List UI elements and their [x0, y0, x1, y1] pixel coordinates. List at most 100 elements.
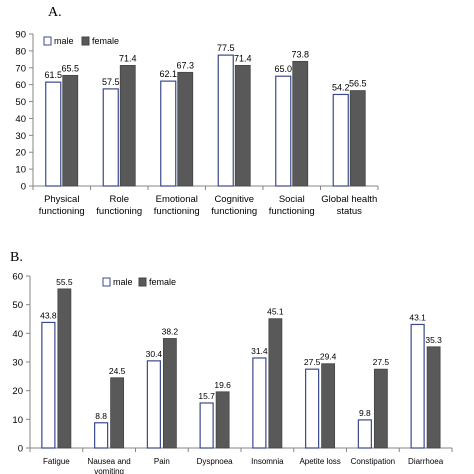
x-tick-label: Role [109, 194, 129, 205]
bar-male [199, 402, 214, 449]
data-label: 71.4 [234, 53, 252, 63]
bar-female [426, 346, 441, 449]
bar-female [215, 391, 230, 449]
y-tick-label: 30 [12, 358, 23, 369]
x-tick-label: functioning [39, 206, 85, 217]
bar-male [94, 422, 109, 449]
y-tick-label: 50 [15, 97, 26, 108]
legend-label-male: male [113, 277, 133, 287]
data-label: 65.5 [61, 63, 79, 73]
y-tick-label: 80 [15, 46, 26, 57]
bar-female [110, 377, 125, 449]
chart-panel-b: B. 0 10 20 30 40 50 60 43.8 55.5 Fatigue 8.8 24.5 Nau… [10, 250, 453, 474]
x-tick-label: Insomnia [251, 457, 284, 466]
bar-male [252, 357, 267, 449]
y-tick-label: 20 [15, 148, 26, 159]
y-tick-label: 10 [15, 165, 26, 176]
data-label: 27.5 [304, 357, 321, 367]
bar-male [102, 88, 119, 187]
data-label: 55.5 [56, 277, 73, 287]
bar-male [357, 419, 372, 449]
bar-female [292, 60, 309, 187]
x-tick-label: Social [279, 194, 305, 205]
bar-male [275, 75, 292, 187]
x-tick-label: Fatigue [43, 457, 70, 466]
data-label: 65.0 [274, 64, 292, 74]
data-label: 24.5 [109, 366, 126, 376]
x-tick-label: Dyspnoea [197, 457, 234, 466]
data-label: 77.5 [217, 43, 235, 53]
y-tick-label: 60 [12, 272, 23, 283]
bar-male [160, 80, 177, 187]
data-label: 35.3 [425, 335, 442, 345]
bar-female [234, 65, 251, 187]
legend-label-male: male [54, 36, 74, 46]
data-label: 62.1 [159, 69, 177, 79]
data-label: 73.8 [291, 49, 309, 59]
data-label: 19.6 [214, 380, 231, 390]
data-label: 71.4 [119, 53, 137, 63]
x-tick-label: Diarrhoea [408, 457, 444, 466]
bar-female [162, 338, 177, 449]
bar-female [57, 288, 72, 449]
bar-female [349, 90, 366, 187]
data-label: 27.5 [373, 357, 390, 367]
bar-female [119, 65, 136, 187]
bar-male [217, 54, 234, 187]
legend-swatch-female [81, 36, 90, 46]
data-label: 9.8 [359, 408, 371, 418]
x-tick-label: functioning [96, 206, 142, 217]
data-label: 54.2 [332, 82, 350, 92]
y-tick-label: 50 [12, 300, 23, 311]
y-tick-label: 60 [15, 80, 26, 91]
y-tick-label: 0 [18, 444, 23, 455]
legend: male female [102, 277, 176, 287]
bar-female [373, 368, 388, 449]
x-tick-label: vomiting [94, 467, 124, 474]
x-tick-label: Constipation [351, 457, 395, 466]
bar-male [332, 93, 349, 187]
data-label: 57.5 [102, 77, 120, 87]
legend-swatch-female [138, 277, 147, 287]
bar-male [305, 368, 320, 449]
legend-swatch-male [43, 36, 52, 46]
data-label: 45.1 [267, 307, 284, 317]
y-tick-label: 90 [15, 30, 26, 41]
bar-female [321, 363, 336, 449]
legend-swatch-male [102, 277, 111, 287]
data-label: 8.8 [95, 411, 107, 421]
y-tick-label: 20 [12, 386, 23, 397]
data-label: 43.8 [40, 310, 57, 320]
x-tick-label: Nausea and [88, 457, 131, 466]
x-tick-label: functioning [154, 206, 200, 217]
data-label: 29.4 [320, 352, 337, 362]
data-label: 43.1 [409, 312, 426, 322]
x-tick-label: functioning [211, 206, 257, 217]
chart-panel-a: A.010203040506070809061.565.5Physicalfun… [15, 5, 379, 217]
bar-female [62, 74, 79, 187]
bar-male [45, 81, 62, 187]
y-tick-label: 30 [15, 131, 26, 142]
data-label: 15.7 [198, 391, 215, 401]
bar-male [41, 321, 56, 449]
data-label: 56.5 [349, 79, 367, 89]
y-tick-label: 70 [15, 63, 26, 74]
bar-male [146, 360, 161, 449]
x-tick-label: status [337, 206, 363, 217]
x-tick-label: functioning [269, 206, 315, 217]
x-tick-label: Physical [44, 194, 79, 205]
x-tick-label: Cognitive [214, 194, 254, 205]
x-tick-label: Emotional [156, 194, 198, 205]
data-label: 31.4 [251, 346, 268, 356]
panel-label: A. [48, 5, 62, 20]
data-label: 38.2 [162, 326, 179, 336]
data-label: 30.4 [146, 349, 163, 359]
y-tick-label: 10 [12, 415, 23, 426]
y-tick-label: 0 [21, 182, 26, 193]
data-label: 67.3 [176, 60, 194, 70]
y-tick-label: 40 [12, 329, 23, 340]
legend-label-female: female [149, 277, 176, 287]
data-label: 61.5 [44, 70, 62, 80]
panel-label: B. [10, 250, 23, 265]
